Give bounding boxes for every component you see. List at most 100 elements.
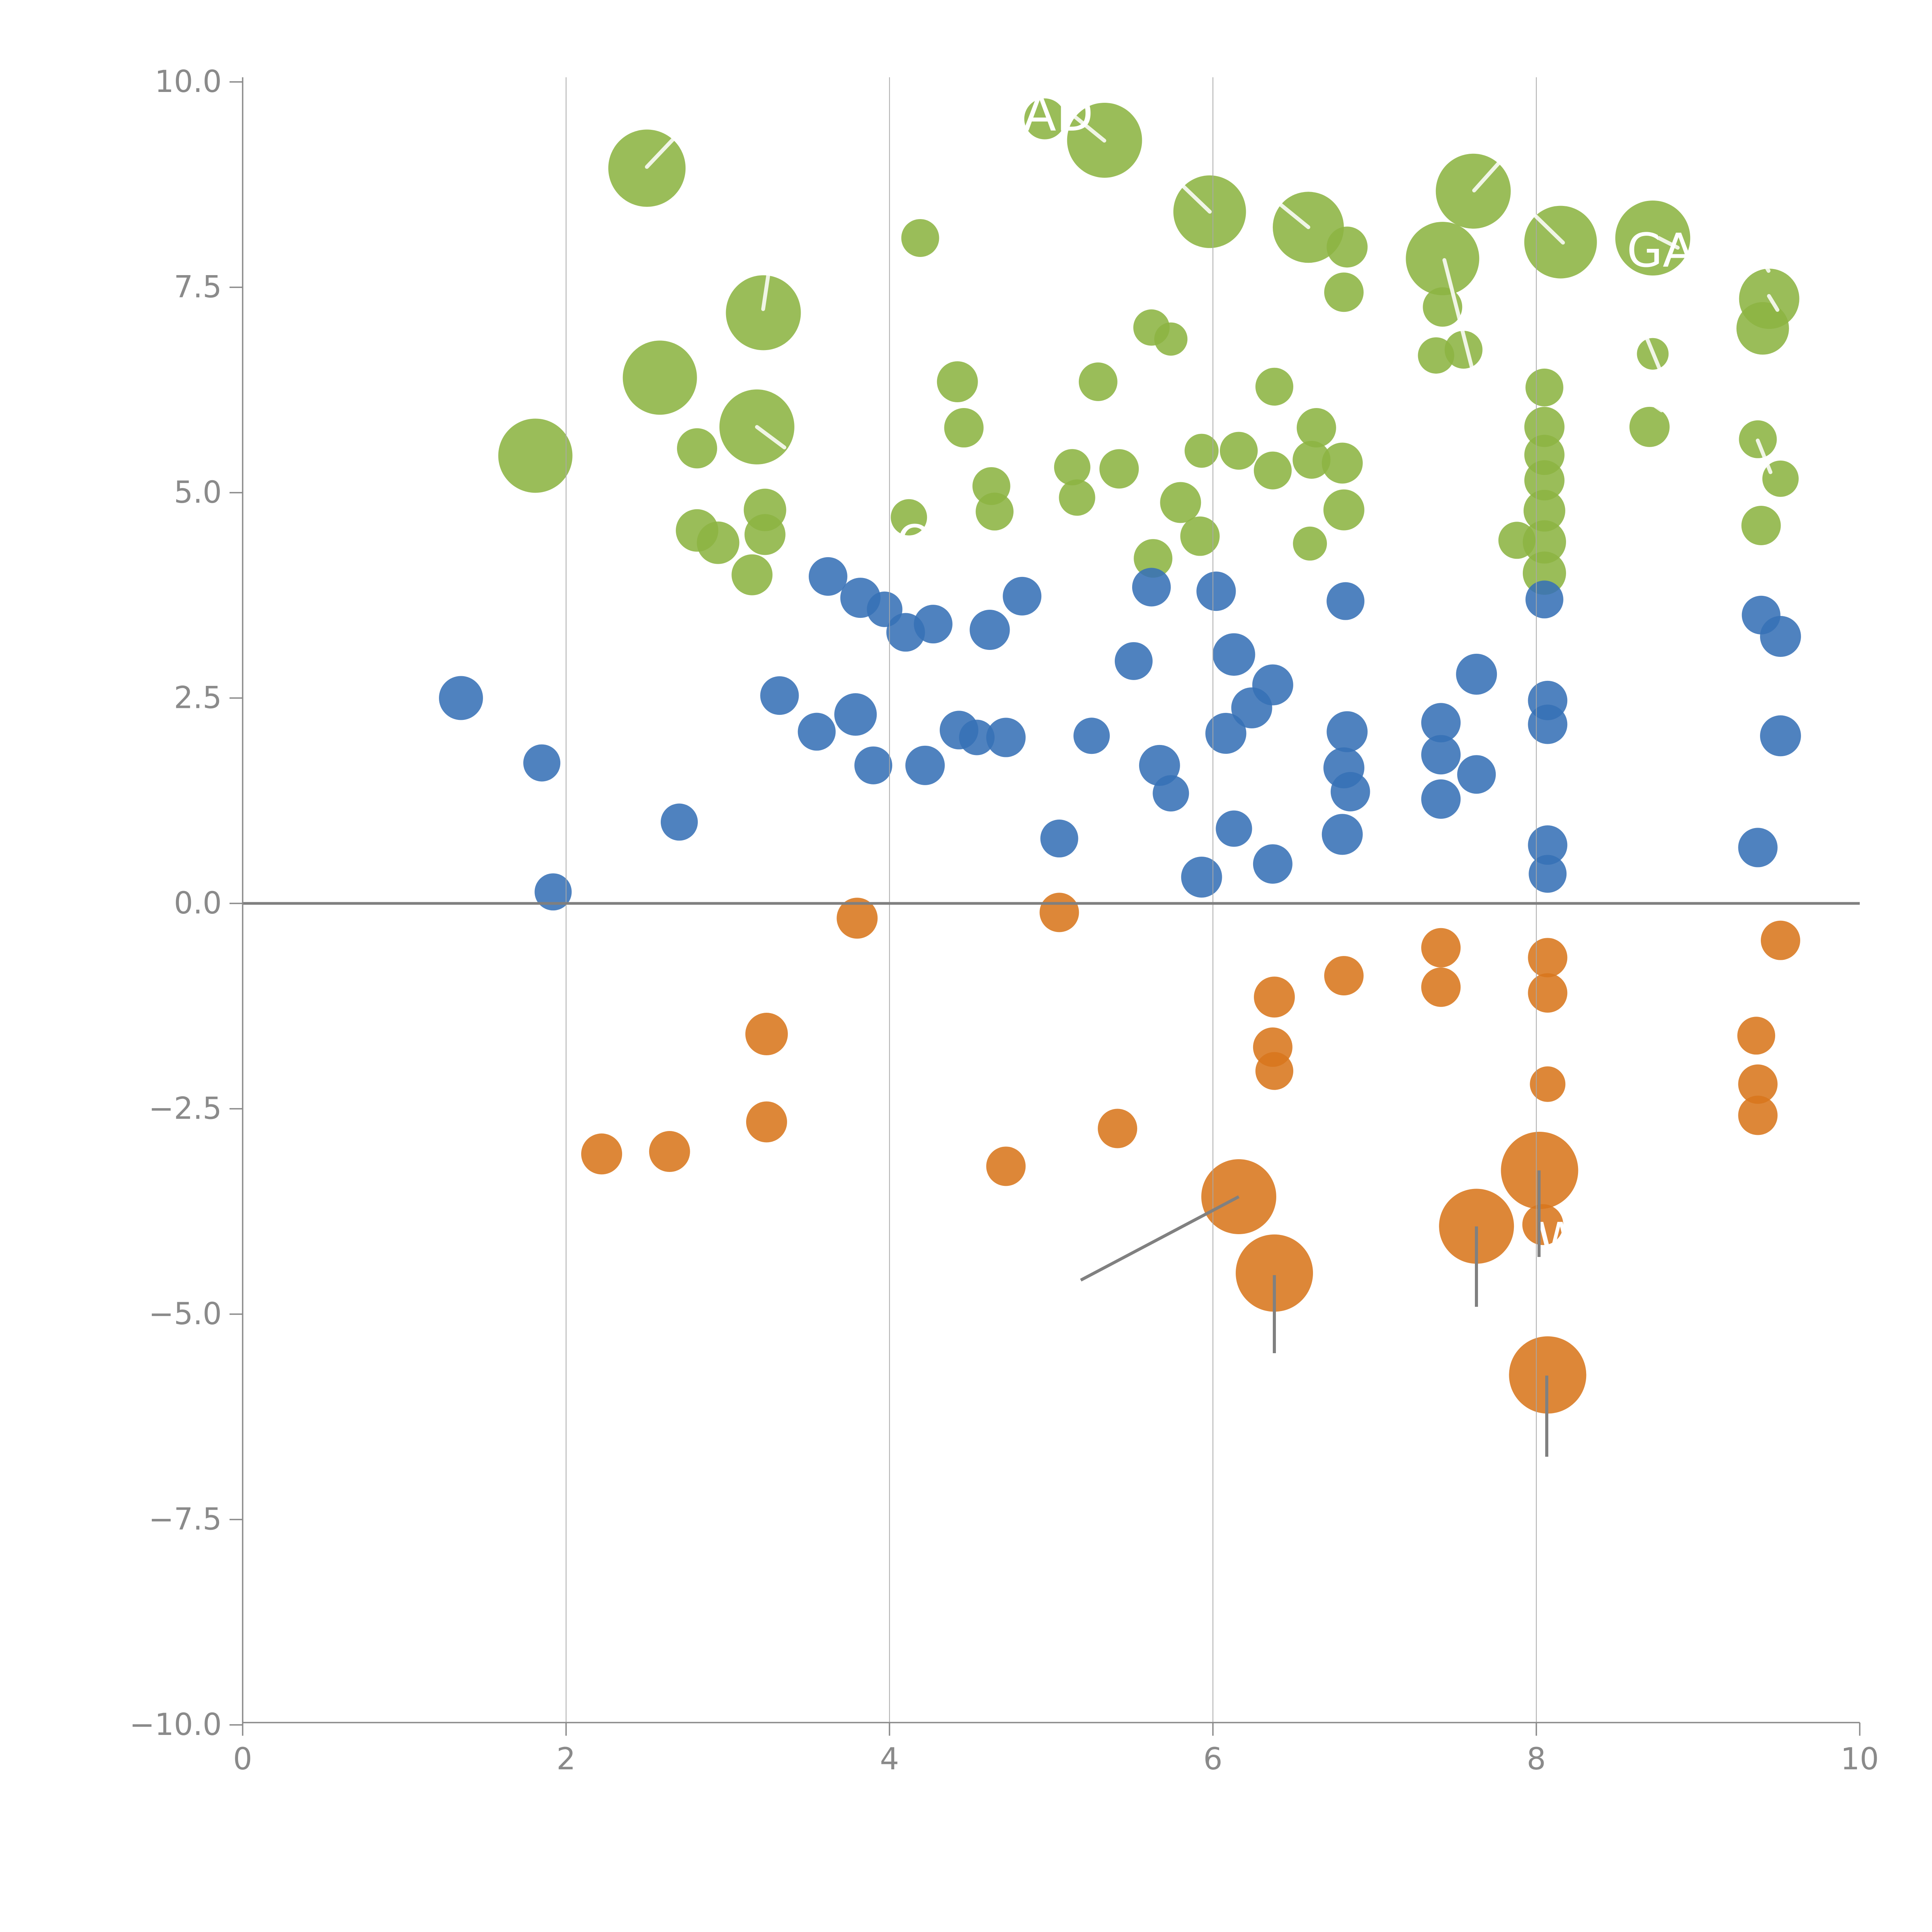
scatter-point-green xyxy=(1321,442,1363,484)
gray-leader-line xyxy=(1080,1195,1240,1282)
scatter-point-green xyxy=(1296,408,1336,448)
scatter-point-blue xyxy=(959,719,995,755)
scatter-point-orange xyxy=(1530,1066,1566,1102)
white-leader-line xyxy=(1767,294,1779,312)
scatter-point-green xyxy=(1184,434,1219,468)
scatter-point-blue xyxy=(1321,814,1363,855)
scatter-point-blue xyxy=(1231,687,1272,729)
y-tick-label: 2.5 xyxy=(174,681,222,716)
scatter-point-orange xyxy=(649,1131,690,1172)
scatter-point-green xyxy=(976,492,1014,531)
scatter-point-blue xyxy=(1003,577,1042,616)
scatter-point-green xyxy=(1180,516,1220,556)
scatter-point-blue xyxy=(1213,633,1255,676)
scatter-point-blue xyxy=(523,744,561,782)
y-tick-label: −2.5 xyxy=(149,1092,222,1126)
scatter-point-orange xyxy=(1439,1189,1514,1264)
scatter-point-green xyxy=(1525,368,1563,406)
scatter-point-green xyxy=(1498,522,1536,559)
scatter-point-green xyxy=(1024,98,1065,139)
scatter-point-orange xyxy=(1254,976,1295,1018)
scatter-point-orange xyxy=(1501,1131,1578,1209)
scatter-point-orange xyxy=(1509,1336,1587,1414)
scatter-point-blue xyxy=(1421,735,1461,775)
scatter-point-blue xyxy=(534,873,572,911)
white-leader-line xyxy=(1758,254,1770,273)
scatter-point-blue xyxy=(808,557,847,596)
scatter-point-green xyxy=(744,514,786,555)
scatter-point-blue xyxy=(1760,616,1801,657)
scatter-point-green xyxy=(937,361,978,402)
scatter-point-green xyxy=(731,554,773,595)
white-leader-line xyxy=(1478,73,1515,117)
scatter-point-orange xyxy=(986,1146,1026,1186)
scatter-point-green xyxy=(1524,460,1565,501)
scatter-point-green xyxy=(1160,482,1201,523)
scatter-point-blue xyxy=(660,803,698,841)
scatter-point-blue xyxy=(1456,653,1497,695)
scatter-point-orange xyxy=(1528,938,1568,978)
scatter-point-green xyxy=(1134,539,1173,578)
x-tick-label: 2 xyxy=(556,1742,576,1777)
scatter-point-green xyxy=(1293,440,1331,479)
scatter-point-green xyxy=(1406,222,1480,296)
scatter-point-blue xyxy=(1216,810,1252,847)
scatter-point-blue xyxy=(1421,779,1461,819)
scatter-point-green xyxy=(1219,432,1258,470)
scatter-point-blue xyxy=(1457,755,1496,794)
scatter-point-blue xyxy=(1528,704,1568,744)
scatter-point-orange xyxy=(1522,1204,1563,1245)
scatter-point-blue xyxy=(1421,703,1461,743)
scatter-point-orange xyxy=(1528,973,1568,1013)
scatter-point-orange xyxy=(1039,893,1079,932)
white-leader-line xyxy=(1273,198,1310,229)
scatter-point-blue xyxy=(913,605,952,644)
scatter-point-blue xyxy=(1760,715,1801,757)
y-tick-label: 0.0 xyxy=(174,886,222,921)
scatter-point-green xyxy=(1741,506,1781,546)
scatter-point-blue xyxy=(1529,855,1567,893)
scatter-point-blue xyxy=(834,693,877,736)
scatter-point-orange xyxy=(745,1013,788,1056)
scatter-point-green xyxy=(498,418,573,493)
scatter-point-blue xyxy=(1205,713,1247,754)
scatter-point-green xyxy=(1324,272,1364,312)
scatter-point-orange xyxy=(746,1101,787,1143)
white-leader-line xyxy=(1647,400,1663,412)
scatter-point-green xyxy=(1255,367,1294,406)
scatter-point-blue xyxy=(1196,571,1236,611)
scatter-point-green xyxy=(1522,520,1566,564)
scatter-point-orange xyxy=(1421,967,1461,1007)
scatter-point-green xyxy=(1054,449,1090,486)
scatter-point-orange xyxy=(1738,1064,1778,1104)
scatter-point-green xyxy=(1629,406,1670,447)
white-leader-line xyxy=(1180,183,1212,214)
white-leader-line xyxy=(761,269,771,311)
scatter-point-blue xyxy=(986,718,1026,757)
scatter-point-green xyxy=(1293,526,1327,561)
y-tick-label: 5.0 xyxy=(174,475,222,510)
x-tick-label: 0 xyxy=(233,1742,252,1777)
scatter-point-orange xyxy=(1737,1017,1776,1055)
scatter-point-green xyxy=(1059,479,1095,516)
scatter-point-blue xyxy=(905,745,945,785)
y-tick-label: 7.5 xyxy=(174,270,222,305)
scatter-point-blue xyxy=(1738,828,1778,867)
scatter-point-orange xyxy=(1324,956,1364,996)
scatter-point-blue xyxy=(1153,775,1189,812)
scatter-point-green xyxy=(1444,331,1483,369)
scatter-point-green xyxy=(1327,226,1368,268)
scatter-point-green xyxy=(1253,451,1292,490)
x-tick-label: 8 xyxy=(1527,1742,1546,1777)
scatter-point-green xyxy=(1736,302,1789,355)
scatter-point-blue xyxy=(1525,580,1563,619)
x-tick-label: 6 xyxy=(1203,1742,1223,1777)
white-leader-line xyxy=(645,134,678,169)
scatter-point-green xyxy=(677,428,717,469)
scatter-point-blue xyxy=(1327,582,1365,620)
white-leader-line xyxy=(1073,115,1106,143)
scatter-point-blue xyxy=(1327,711,1368,752)
annotation-label: GA xyxy=(1627,224,1694,278)
